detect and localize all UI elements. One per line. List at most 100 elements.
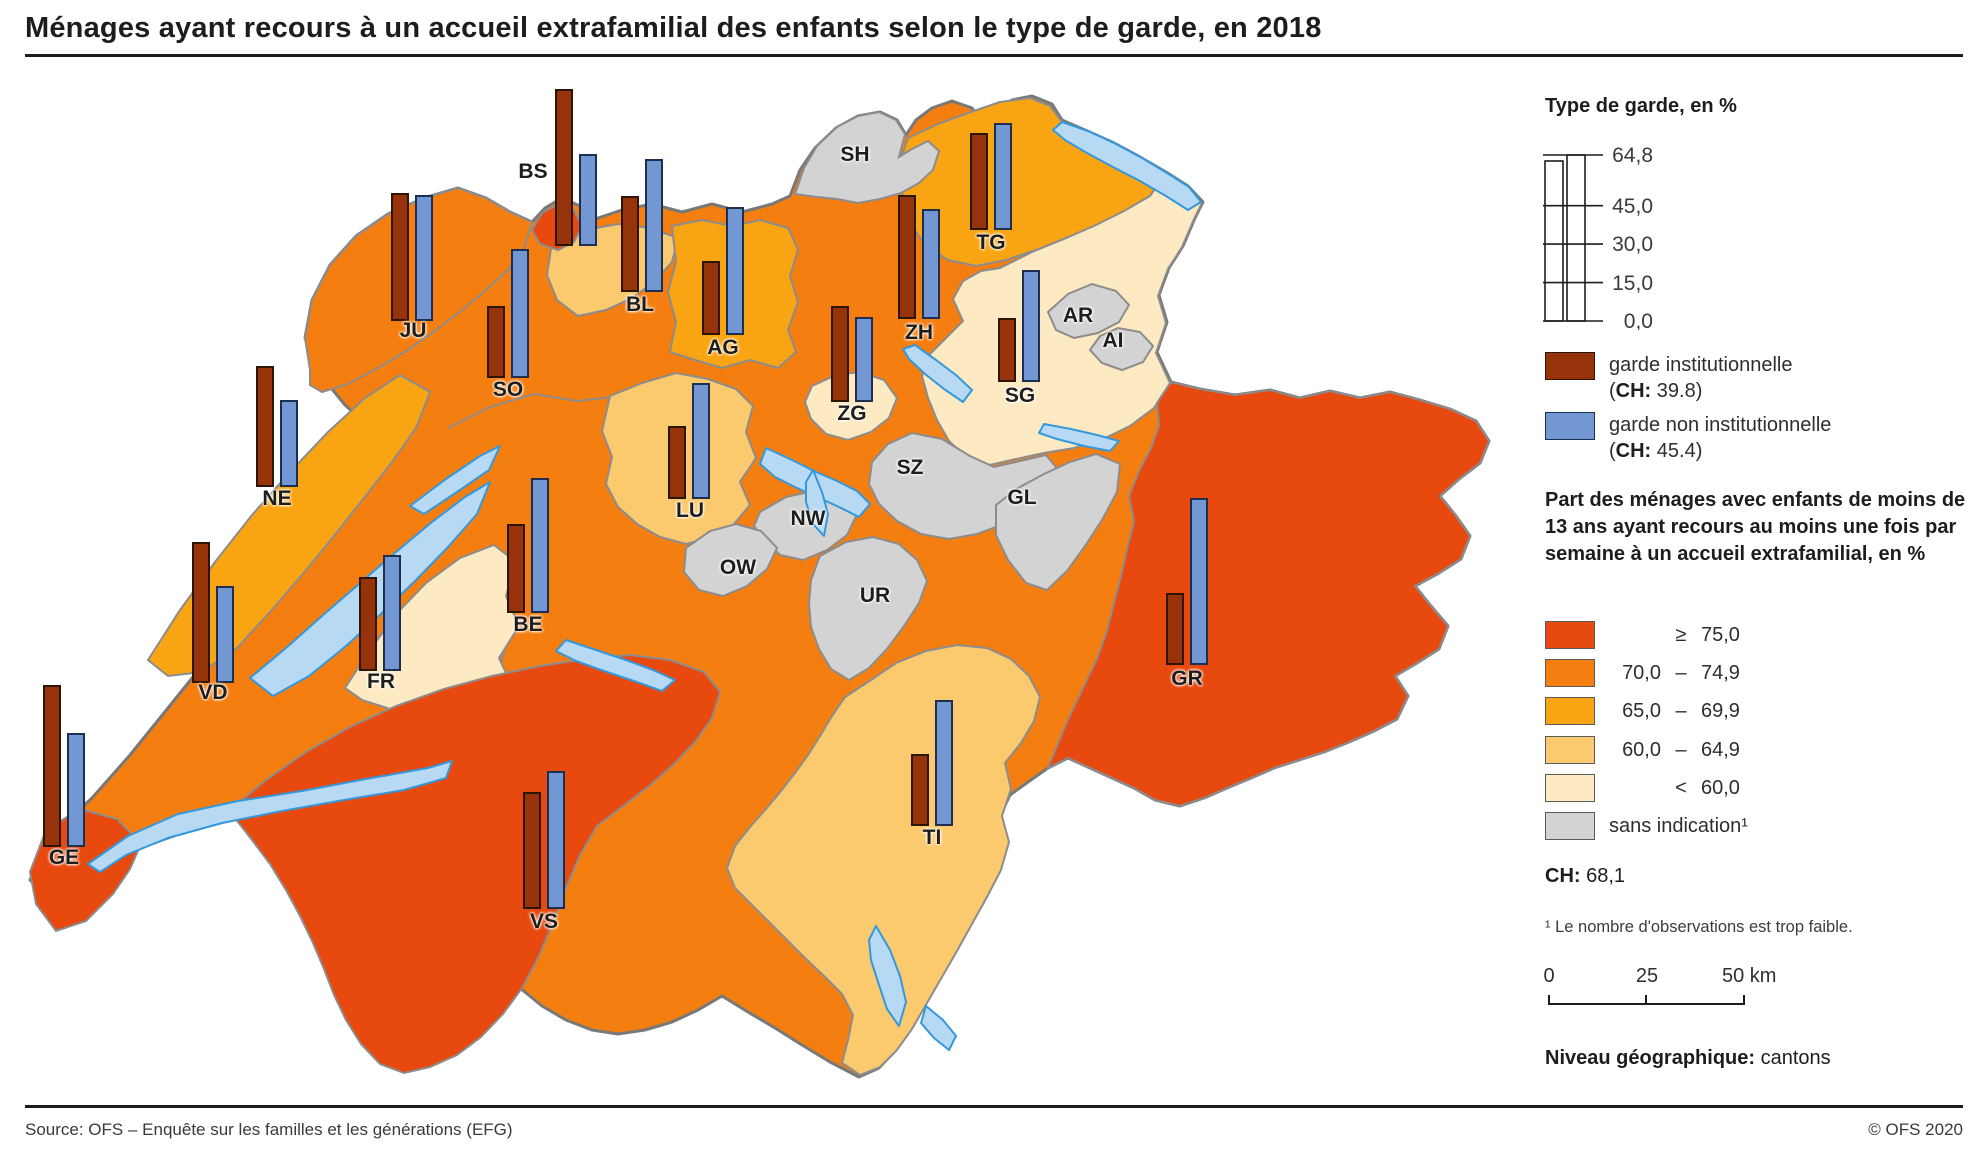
scale-label-0: 0 [1543, 965, 1555, 987]
canton-label-VD: VD [198, 681, 228, 704]
canton-label-BS: BS [518, 160, 548, 183]
scale-tick-0 [1548, 995, 1550, 1004]
canton-label-BE: BE [513, 613, 543, 636]
canton-label-AG: AG [707, 336, 739, 359]
bar-non-institutional-VS [547, 771, 565, 909]
bar-non-institutional-VD [216, 586, 234, 683]
class-swatch-lt60 [1545, 774, 1595, 802]
canton-label-NE: NE [262, 487, 292, 510]
lake-walensee [1038, 423, 1120, 452]
choropleth-legend-title: Part des ménages avec enfants de moins d… [1545, 489, 1966, 565]
bar-institutional-NE [256, 366, 274, 487]
bar-non-institutional-NE [280, 400, 298, 487]
bar-institutional-BL [621, 196, 639, 292]
bar-non-institutional-TG [994, 123, 1012, 230]
bar-institutional-BS [555, 89, 573, 246]
canton-label-BL: BL [626, 293, 654, 316]
bar-non-institutional-AG [726, 207, 744, 335]
copyright-text: © OFS 2020 [1868, 1120, 1963, 1139]
canton-SH [793, 110, 941, 205]
lake-zurich [902, 344, 973, 403]
canton-label-NW: NW [790, 507, 826, 530]
lake-biel [409, 445, 501, 515]
lake-maggiore [868, 925, 907, 1027]
class-swatch-noindication [1545, 812, 1595, 840]
canton-label-GR: GR [1171, 667, 1203, 690]
canton-label-LU: LU [676, 499, 704, 522]
bar-non-institutional-JU [415, 195, 433, 321]
class-row-75: ≥ 75,0 [1545, 621, 1740, 649]
source-text: Source: OFS – Enquête sur les familles e… [25, 1120, 513, 1139]
bar-institutional-GE [43, 685, 61, 847]
footer-rule [25, 1105, 1963, 1108]
bar-institutional-FR [359, 577, 377, 671]
bar-non-institutional-BE [531, 478, 549, 613]
class-swatch-70 [1545, 659, 1595, 687]
canton-label-ZH: ZH [905, 321, 933, 344]
noninstitutional-label: garde non institutionnelle [1609, 414, 1832, 436]
scale-tick-50 [1743, 995, 1745, 1004]
bar-institutional-ZH [898, 195, 916, 319]
class-swatch-60 [1545, 736, 1595, 764]
class-swatch-75 [1545, 621, 1595, 649]
canton-OW [682, 522, 779, 598]
bar-institutional-TI [911, 754, 929, 826]
class-row-60: 60,0 – 64,9 [1545, 736, 1740, 764]
scale-label-50: 50 km [1722, 965, 1777, 987]
bar-non-institutional-ZH [922, 209, 940, 319]
bar-non-institutional-SO [511, 249, 529, 378]
canton-label-VS: VS [529, 910, 558, 933]
canton-label-SZ: SZ [896, 456, 924, 479]
noninstitutional-swatch [1545, 412, 1595, 440]
class-swatch-65 [1545, 697, 1595, 725]
ch-total: CH: 68,1 [1545, 865, 1626, 887]
institutional-swatch [1545, 352, 1595, 380]
institutional-label: garde institutionnelle [1609, 354, 1793, 376]
border-be-so [447, 392, 615, 429]
canton-label-TG: TG [976, 231, 1006, 254]
canton-GL [995, 452, 1122, 592]
institutional-ch-value: (CH: 39.8) [1609, 380, 1703, 402]
class-row-lt60: < 60,0 [1545, 774, 1740, 802]
axis-tick-2: 30,0 [1612, 233, 1653, 256]
canton-label-AI: AI [1102, 329, 1124, 352]
bar-scale-legend: 64,8 45,0 30,0 15,0 0,0 [1543, 144, 1653, 330]
canton-label-TI: TI [922, 826, 942, 849]
geo-level: Niveau géographique: cantons [1545, 1047, 1831, 1069]
canton-label-JU: JU [399, 319, 427, 342]
bar-institutional-JU [391, 193, 409, 321]
canton-AI [1088, 326, 1155, 372]
bar-institutional-ZG [831, 306, 849, 402]
class-row-noindication: sans indication¹ [1545, 812, 1748, 840]
legend-noninstitutional-row: garde non institutionnelle (CH: 45.4) [1545, 412, 1831, 464]
canton-label-SO: SO [492, 378, 524, 401]
axis-tick-1: 45,0 [1612, 195, 1653, 218]
scale-bar [1548, 1003, 1745, 1005]
bar-institutional-TG [970, 133, 988, 230]
bar-institutional-SG [998, 318, 1016, 382]
bar-non-institutional-FR [383, 555, 401, 671]
bar-institutional-LU [668, 426, 686, 499]
bar-institutional-SO [487, 306, 505, 378]
canton-label-OW: OW [719, 556, 757, 579]
scale-tick-25 [1645, 995, 1647, 1004]
bar-institutional-VD [192, 542, 210, 683]
scale-label-25: 25 [1635, 965, 1659, 987]
footnote: ¹ Le nombre d'observations est trop faib… [1545, 918, 1853, 936]
noninstitutional-ch-value: (CH: 45.4) [1609, 440, 1703, 462]
axis-tick-4: 0,0 [1624, 310, 1653, 330]
axis-tick-0: 64,8 [1612, 144, 1653, 167]
bar-non-institutional-SG [1022, 270, 1040, 382]
page-title: Ménages ayant recours à un accueil extra… [25, 12, 1322, 44]
legend-institutional-row: garde institutionnelle (CH: 39.8) [1545, 352, 1792, 404]
canton-label-ZG: ZG [837, 402, 867, 425]
canton-label-AR: AR [1062, 304, 1094, 327]
class-row-65: 65,0 – 69,9 [1545, 697, 1740, 725]
bar-non-institutional-GE [67, 733, 85, 847]
canton-VS [226, 653, 722, 1075]
lake-thun-brienz [555, 639, 676, 692]
class-row-70: 70,0 – 74,9 [1545, 659, 1740, 687]
canton-AR [1046, 282, 1131, 340]
lake-constance [1052, 121, 1202, 211]
